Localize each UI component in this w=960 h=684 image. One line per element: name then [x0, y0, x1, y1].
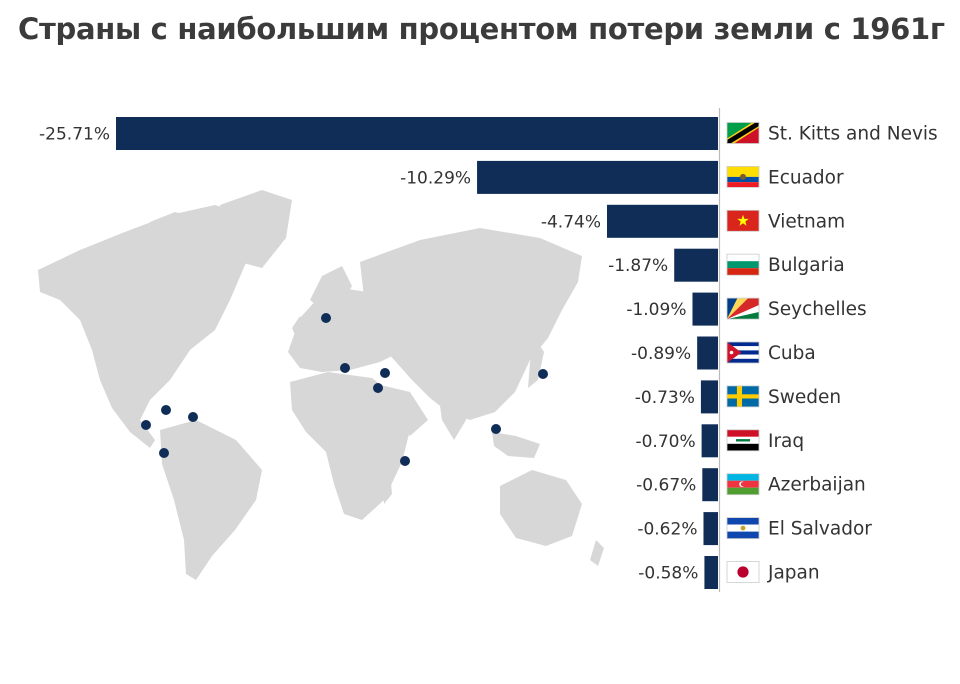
japan-flag-icon	[726, 561, 760, 583]
bar-vietnam	[607, 204, 718, 238]
seychelles-flag-icon	[726, 297, 760, 320]
marker-sweden	[321, 313, 331, 323]
north-america-shape	[38, 205, 262, 448]
africa-shape	[290, 372, 410, 520]
madagascar-shape	[382, 472, 392, 504]
sweden-flag-icon	[726, 385, 760, 408]
bar-sweden	[700, 380, 718, 414]
category-label: Sweden	[768, 387, 841, 408]
value-label: -0.89%	[631, 344, 691, 364]
cuba-flag-icon	[726, 341, 760, 364]
marker-bulgaria	[340, 363, 350, 373]
category-label: St. Kitts and Nevis	[768, 124, 938, 145]
el-salvador-flag-icon	[726, 517, 760, 539]
value-label: -25.71%	[39, 125, 110, 145]
category-label: Bulgaria	[768, 255, 845, 276]
category-label: Iraq	[768, 431, 804, 452]
marker-seychelles	[400, 456, 410, 466]
category-label: El Salvador	[768, 519, 872, 540]
category-label: Vietnam	[768, 211, 845, 232]
arabia-shape	[376, 384, 428, 436]
value-label: -1.87%	[608, 256, 668, 276]
value-label: -1.09%	[626, 300, 686, 320]
marker-ecuador	[159, 448, 169, 458]
bar-iraq	[701, 424, 718, 458]
value-label: -0.70%	[635, 432, 695, 452]
iraq-flag-icon	[726, 429, 760, 452]
new-zealand-shape	[590, 540, 604, 566]
value-label: -4.74%	[541, 212, 601, 232]
st-kitts-and-nevis-flag-icon	[726, 122, 760, 144]
asia-shape	[360, 228, 582, 420]
scandinavia-shape	[310, 266, 352, 310]
vietnam-flag-icon	[726, 209, 760, 232]
southeast-asia-shape	[492, 432, 540, 458]
marker-st-kitts-and-nevis	[188, 412, 198, 422]
marker-cuba	[161, 405, 171, 415]
bar-ecuador	[477, 160, 718, 194]
australia-shape	[500, 470, 582, 546]
india-shape	[438, 392, 470, 440]
bar-bulgaria	[674, 248, 718, 282]
category-label: Azerbaijan	[768, 475, 866, 496]
marker-azerbaijan	[380, 368, 390, 378]
south-america-shape	[160, 420, 262, 580]
value-label: -0.67%	[636, 476, 696, 496]
british-isles-shape	[292, 316, 306, 342]
azerbaijan-flag-icon	[726, 473, 760, 496]
bar-japan	[704, 556, 718, 589]
bar-seychelles	[692, 292, 718, 326]
japan-shape	[528, 340, 544, 388]
marker-japan	[538, 369, 548, 379]
category-label: Seychelles	[768, 299, 867, 320]
ecuador-flag-icon	[726, 165, 760, 188]
bar-azerbaijan	[702, 468, 718, 502]
marker-vietnam	[491, 424, 501, 434]
category-label: Japan	[767, 563, 820, 584]
bar-cuba	[697, 336, 718, 370]
bar-st-kitts-and-nevis	[116, 117, 718, 150]
value-label: -0.73%	[635, 388, 695, 408]
page-title: Страны с наибольшим процентом потери зем…	[18, 12, 945, 46]
bar-el-salvador	[703, 512, 718, 546]
value-label: -10.29%	[400, 168, 471, 188]
greenland-shape	[220, 190, 292, 268]
country-markers	[141, 313, 548, 466]
value-label: -0.62%	[637, 520, 697, 540]
arctic-islands-shape	[150, 212, 198, 236]
value-label: -0.58%	[638, 564, 698, 584]
bulgaria-flag-icon	[726, 253, 760, 276]
category-label: Ecuador	[768, 167, 844, 188]
marker-iraq	[373, 383, 383, 393]
marker-el-salvador	[141, 420, 151, 430]
category-label: Cuba	[768, 343, 816, 364]
